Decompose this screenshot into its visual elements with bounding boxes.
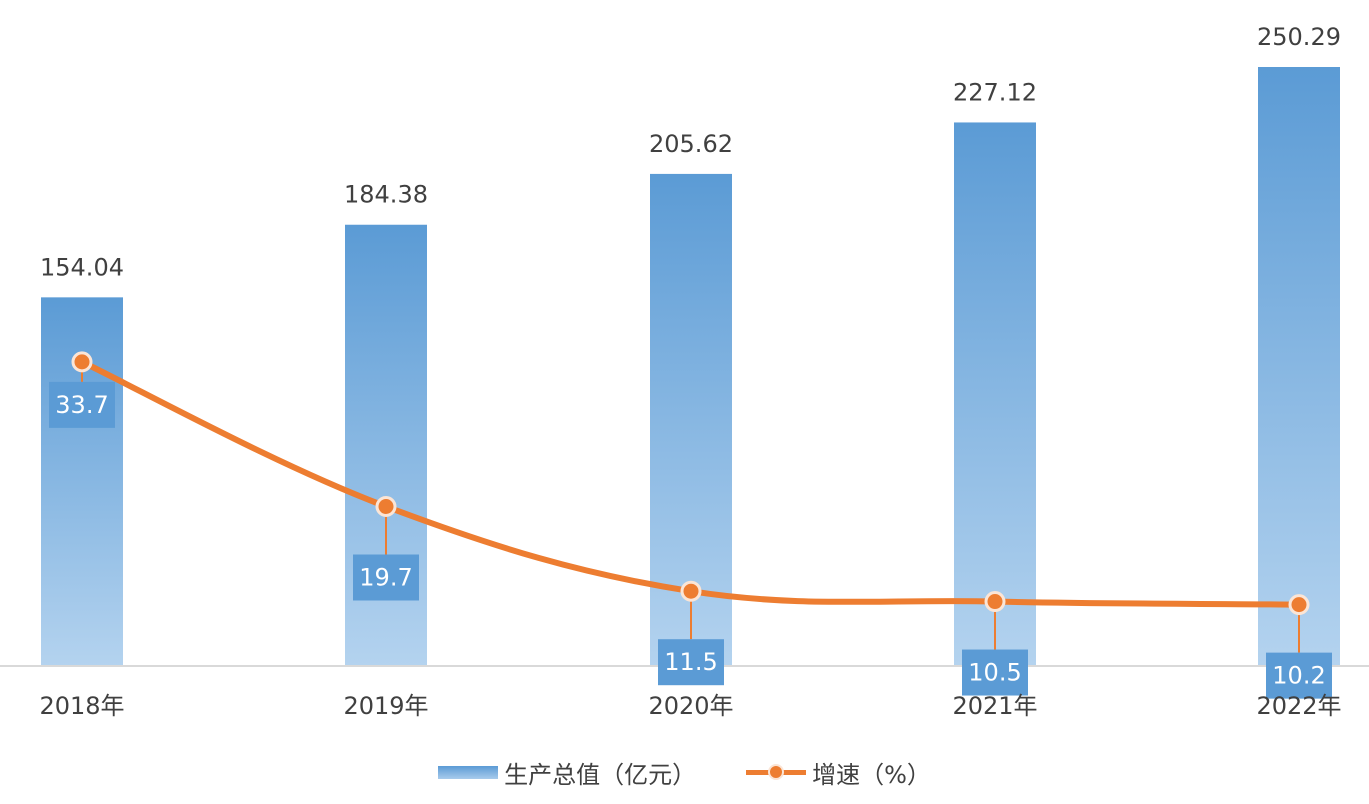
legend-label-line: 增速（%）	[812, 760, 931, 789]
bar-value-label: 205.62	[649, 130, 733, 158]
rate-point-2018年[interactable]	[71, 351, 93, 373]
legend: 生产总值（亿元） 增速（%）	[0, 752, 1369, 792]
x-tick-labels: 2018年 2019年 2020年 2021年 2022年	[39, 692, 1341, 720]
x-tick-label: 2019年	[343, 692, 428, 720]
legend-bar-swatch-icon	[438, 765, 499, 779]
rate-label-box	[353, 554, 419, 601]
rate-value-label: 33.7	[55, 391, 108, 419]
bar-2022年[interactable]	[1258, 67, 1340, 666]
rate-point-2020年[interactable]	[680, 580, 702, 602]
legend-label-bar: 生产总值（亿元）	[504, 760, 697, 789]
bar-series	[41, 67, 1340, 667]
bar-data-labels: 154.04 184.38 205.62 227.12 250.29	[40, 23, 1341, 281]
rate-label-box	[1266, 652, 1332, 699]
bar-value-label: 227.12	[953, 78, 1037, 106]
legend-item-line[interactable]: 增速（%）	[746, 755, 931, 790]
rate-label-box	[658, 639, 724, 686]
rate-point-2019年[interactable]	[375, 495, 397, 517]
legend-item-bar[interactable]: 生产总值（亿元）	[438, 755, 696, 790]
rate-value-label: 19.7	[359, 563, 412, 591]
legend-line-swatch-icon	[746, 761, 807, 783]
rate-value-label: 10.5	[968, 659, 1021, 687]
x-tick-label: 2022年	[1256, 692, 1341, 720]
x-tick-label: 2018年	[39, 692, 124, 720]
line-series: 33.7 19.7 11.5 10.5 10.2	[49, 351, 1332, 699]
bar-2021年[interactable]	[954, 122, 1036, 667]
rate-value-label: 10.2	[1272, 662, 1325, 690]
x-tick-label: 2021年	[952, 692, 1037, 720]
rate-label-box	[49, 381, 115, 428]
rate-point-2021年[interactable]	[984, 591, 1006, 613]
rate-label-box	[962, 649, 1028, 696]
rate-value-label: 11.5	[664, 648, 717, 676]
bar-value-label: 154.04	[40, 253, 124, 281]
rate-point-2022年[interactable]	[1288, 594, 1310, 616]
bar-value-label: 184.38	[344, 181, 428, 209]
x-tick-label: 2020年	[648, 692, 733, 720]
bar-value-label: 250.29	[1257, 23, 1341, 51]
